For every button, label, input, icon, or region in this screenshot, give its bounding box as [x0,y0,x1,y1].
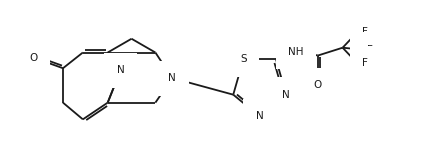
Text: O: O [314,80,322,90]
Text: S: S [240,54,247,64]
Text: N: N [168,73,176,83]
Text: N: N [256,111,264,121]
Text: NH: NH [288,47,304,57]
Text: F: F [363,58,369,68]
Text: F: F [363,27,369,37]
Text: N: N [117,65,125,75]
Text: F: F [368,45,373,55]
Text: O: O [29,53,37,63]
Text: N: N [282,90,290,100]
